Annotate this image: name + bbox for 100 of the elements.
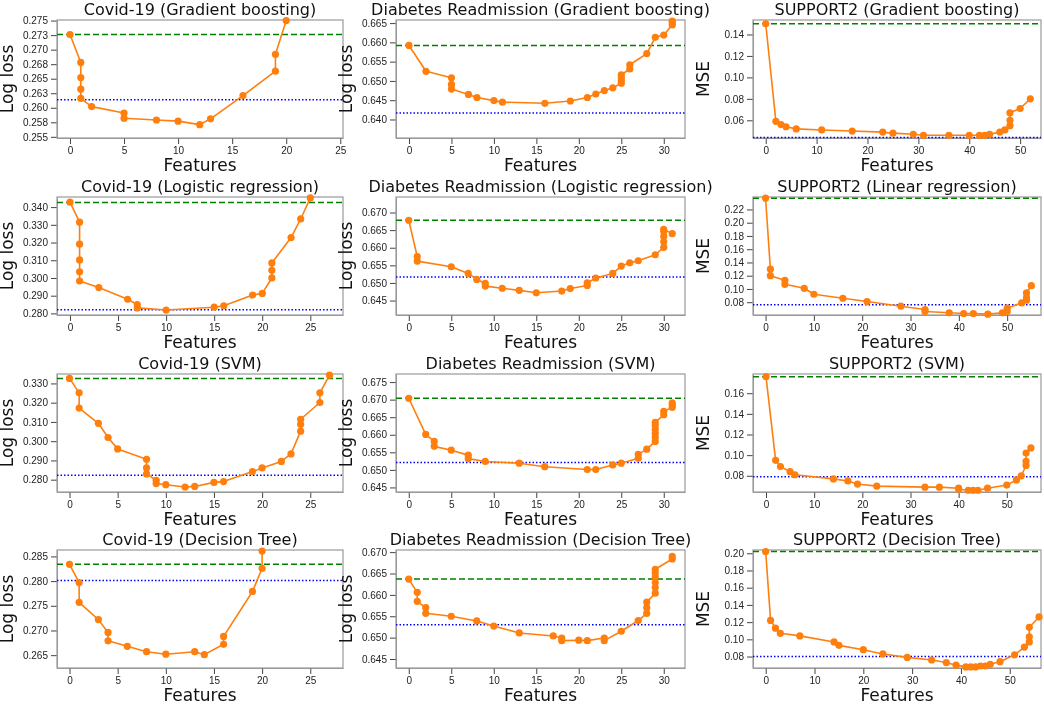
y-tick-label: 0.14 [724,257,745,269]
y-tick-label: 0.14 [724,29,745,41]
x-tick-label: 0 [67,322,74,334]
y-tick-label: 0.275 [22,600,49,612]
x-tick-label: 20 [573,145,586,157]
x-axis-title: Features [503,155,578,175]
y-axis-title: Log loss [0,44,17,114]
x-tick-label: 10 [161,322,173,334]
y-tick-label: 0.655 [361,447,388,459]
x-tick-label: 20 [573,499,586,511]
y-axis-title: Log loss [0,398,17,468]
y-tick-label: 0.290 [22,455,49,467]
x-tick-label: 5 [115,499,122,511]
x-tick-label: 0 [763,499,770,511]
y-tick-label: 0.665 [361,568,388,580]
x-tick-label: 10 [160,675,173,687]
x-tick-label: 30 [913,145,925,157]
y-tick-label: 0.263 [22,87,49,99]
chart-title: Covid-19 (SVM) [138,354,262,373]
x-tick-label: 0 [67,675,74,687]
x-tick-label: 20 [862,145,874,157]
y-tick-label: 0.330 [22,378,49,390]
x-tick-label: 0 [763,322,770,334]
x-tick-label: 15 [531,675,543,687]
y-axis-title: Log loss [336,44,356,114]
x-tick-label: 5 [448,322,455,334]
x-tick-label: 30 [658,675,671,687]
y-tick-label: 0.300 [22,272,49,284]
y-tick-label: 0.660 [361,589,388,601]
x-tick-label: 15 [209,322,221,334]
y-tick-label: 0.280 [22,575,49,587]
x-tick-label: 50 [1004,675,1017,687]
x-axis-title: Features [163,509,237,529]
y-tick-label: 0.265 [22,649,49,661]
chart-title: Diabetes Readmission (Decision Tree) [389,530,692,549]
x-tick-label: 5 [448,499,455,511]
y-tick-label: 0.18 [724,230,745,242]
y-tick-label: 0.14 [724,599,745,611]
x-tick-label: 10 [488,145,501,157]
x-tick-label: 0 [406,675,413,687]
y-tick-label: 0.290 [22,290,49,302]
y-tick-label: 0.280 [22,474,49,486]
x-axis-title: Features [503,332,578,352]
x-tick-label: 20 [573,322,586,334]
chart-title: Covid-19 (Gradient boosting) [83,0,317,19]
y-tick-label: 0.640 [361,114,388,126]
chart-title: Diabetes Readmission (SVM) [425,354,656,373]
y-tick-label: 0.14 [724,408,745,420]
chart-title: SUPPORT2 (Decision Tree) [793,530,1001,549]
y-tick-label: 0.660 [361,37,388,49]
x-tick-label: 30 [905,499,917,511]
y-tick-label: 0.650 [361,632,388,644]
y-tick-label: 0.320 [22,397,49,409]
y-tick-label: 0.675 [361,376,388,388]
x-tick-label: 0 [406,322,413,334]
x-tick-label: 0 [406,145,413,157]
y-tick-label: 0.273 [22,29,49,41]
x-tick-label: 15 [531,322,543,334]
x-tick-label: 5 [121,145,128,157]
x-tick-label: 5 [115,322,122,334]
x-axis-title: Features [860,685,934,705]
x-tick-label: 50 [1001,499,1014,511]
y-tick-label: 0.275 [22,15,49,27]
y-tick-label: 0.12 [724,616,745,628]
y-tick-label: 0.300 [22,435,49,447]
x-tick-label: 25 [616,145,628,157]
x-tick-label: 20 [573,675,586,687]
y-tick-label: 0.22 [724,204,745,216]
y-tick-label: 0.340 [22,201,49,213]
y-tick-label: 0.280 [22,308,49,320]
y-tick-label: 0.10 [724,449,745,461]
x-tick-label: 40 [953,322,966,334]
y-axis-title: MSE [693,237,713,275]
x-tick-label: 10 [809,675,821,687]
x-tick-label: 20 [857,322,869,334]
x-tick-label: 10 [809,499,821,511]
y-tick-label: 0.310 [22,254,49,266]
y-tick-label: 0.10 [724,72,745,84]
x-tick-label: 10 [173,145,185,157]
x-tick-label: 20 [858,675,870,687]
x-tick-label: 25 [305,322,317,334]
x-tick-label: 30 [658,145,671,157]
x-tick-label: 25 [305,675,317,687]
y-tick-label: 0.10 [724,634,745,646]
y-tick-label: 0.260 [22,102,49,114]
x-tick-label: 20 [257,675,269,687]
y-tick-label: 0.310 [22,416,49,428]
y-tick-label: 0.06 [724,115,745,126]
x-tick-label: 25 [616,322,628,334]
y-tick-label: 0.665 [361,17,388,29]
chart-title: Diabetes Readmission (Gradient boosting) [371,0,710,19]
x-tick-label: 40 [953,499,966,511]
x-tick-label: 10 [488,675,501,687]
y-tick-label: 0.330 [22,219,49,231]
y-axis-title: Log loss [336,398,356,468]
y-tick-label: 0.16 [724,582,745,594]
y-tick-label: 0.655 [361,260,388,272]
y-tick-label: 0.320 [22,237,49,249]
x-tick-label: 25 [335,145,347,157]
x-axis-title: Features [163,685,237,705]
